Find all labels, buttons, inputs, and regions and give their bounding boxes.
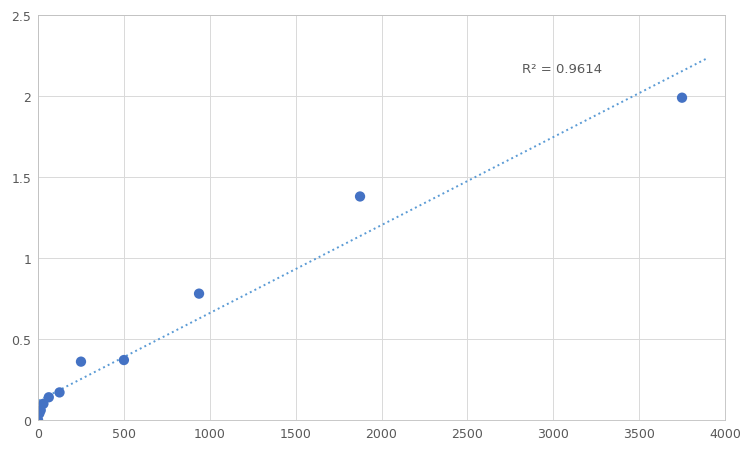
Point	[32, 416, 44, 423]
Point	[354, 193, 366, 201]
Point	[118, 357, 130, 364]
Point	[33, 410, 45, 417]
Text: R² = 0.9614: R² = 0.9614	[523, 63, 602, 76]
Point	[676, 95, 688, 102]
Point	[75, 358, 87, 365]
Point	[38, 400, 50, 407]
Point	[53, 389, 65, 396]
Point	[43, 394, 55, 401]
Point	[193, 290, 205, 298]
Point	[35, 407, 47, 414]
